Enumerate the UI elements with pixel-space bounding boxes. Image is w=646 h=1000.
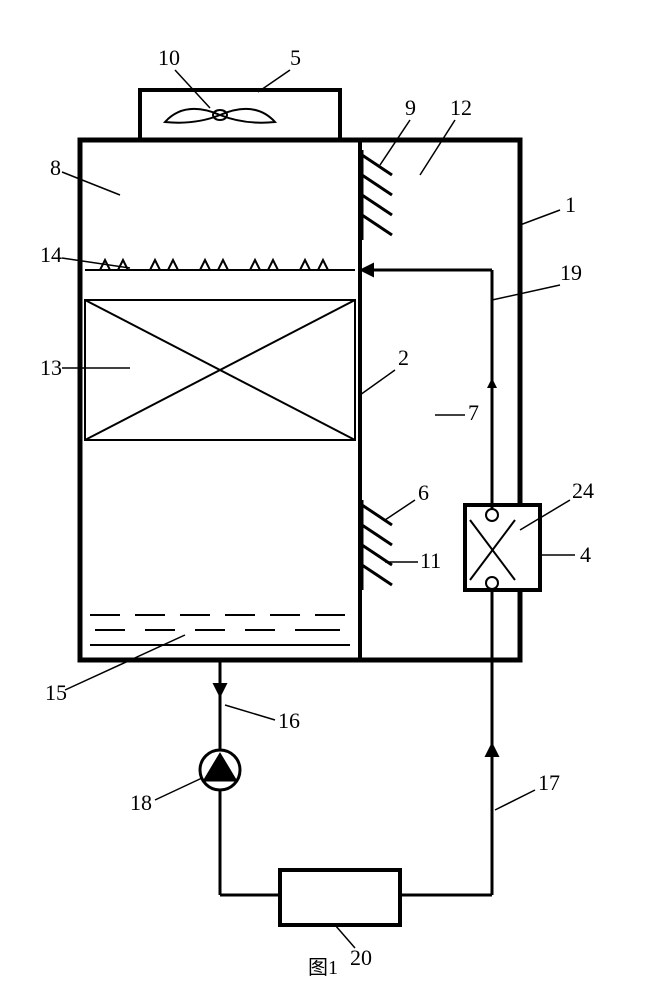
fan-box	[140, 90, 340, 140]
basin	[90, 615, 350, 645]
louvers-bot	[362, 500, 392, 590]
label-17: 17	[538, 770, 560, 795]
label-12: 12	[450, 95, 472, 120]
heat-exchanger	[465, 505, 540, 590]
label-10: 10	[158, 45, 180, 70]
label-19: 19	[560, 260, 582, 285]
label-8: 8	[50, 155, 61, 180]
label-1: 1	[565, 192, 576, 217]
piping	[200, 590, 492, 925]
diagram-page: 5 10 8 9 12 1 19 14 13 2 7 6 11 24 4 15 …	[0, 0, 646, 1000]
louvers-top	[362, 150, 392, 240]
label-16: 16	[278, 708, 300, 733]
label-14: 14	[40, 242, 62, 267]
label-5: 5	[290, 45, 301, 70]
label-9: 9	[405, 95, 416, 120]
label-6: 6	[418, 480, 429, 505]
diagram-svg: 5 10 8 9 12 1 19 14 13 2 7 6 11 24 4 15 …	[0, 0, 646, 1000]
spray-header	[85, 260, 355, 270]
riser-pipe	[362, 270, 492, 509]
fill-pack	[85, 300, 355, 440]
figure-caption: 图1	[0, 951, 646, 980]
fan-blade-right	[220, 109, 275, 123]
label-4: 4	[580, 542, 591, 567]
label-24: 24	[572, 478, 594, 503]
label-2: 2	[398, 345, 409, 370]
fan-assembly	[140, 90, 340, 140]
label-18: 18	[130, 790, 152, 815]
label-7: 7	[468, 400, 479, 425]
label-15: 15	[45, 680, 67, 705]
label-13: 13	[40, 355, 62, 380]
fan-blade-left	[165, 109, 220, 123]
label-11: 11	[420, 548, 441, 573]
housing	[80, 140, 520, 660]
